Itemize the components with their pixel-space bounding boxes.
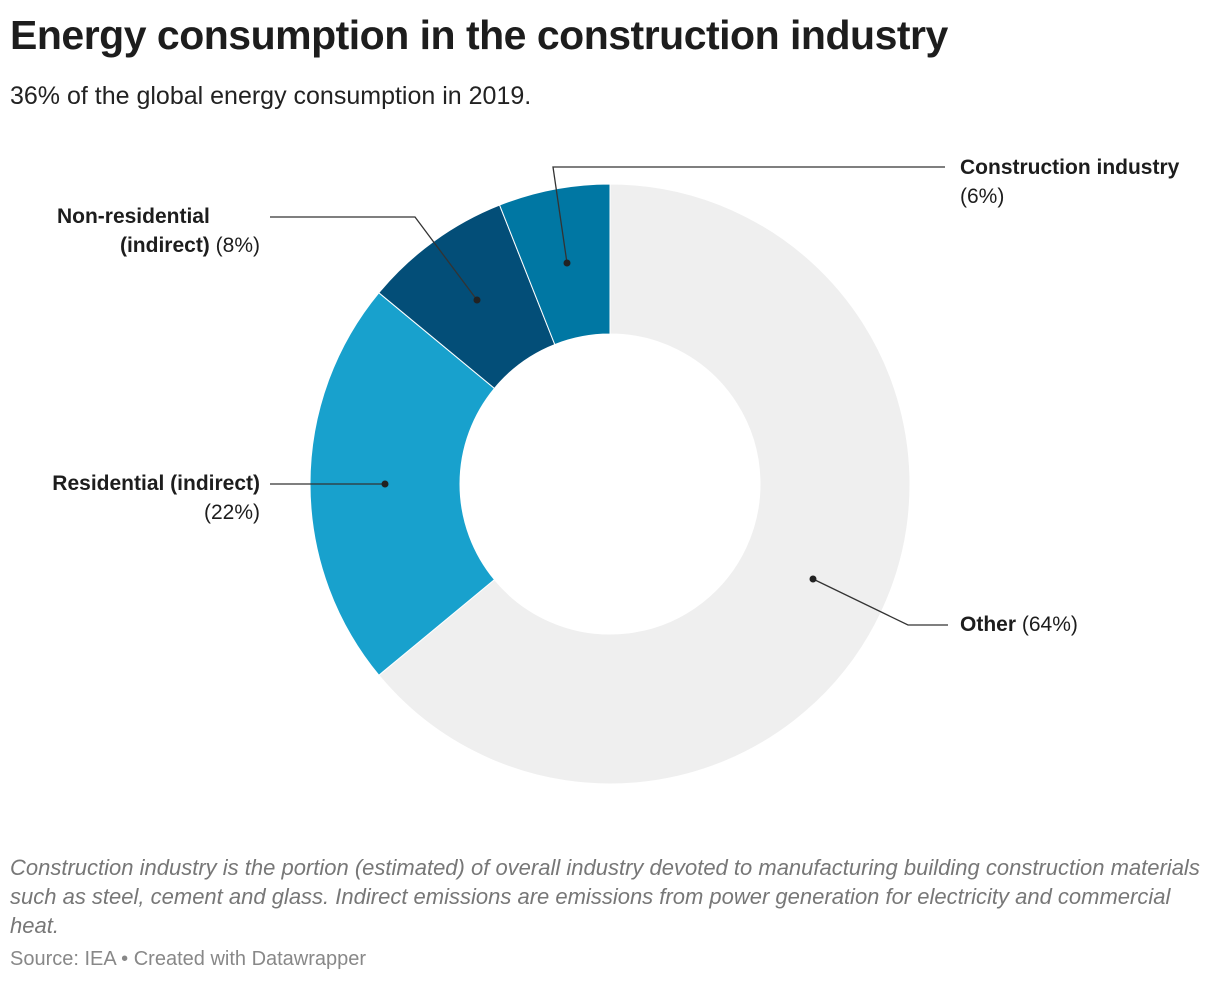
label-construction: Construction industry (6%): [960, 153, 1179, 211]
label-name: Other: [960, 613, 1017, 636]
leader-dot-construction: [563, 259, 571, 267]
label-other: Other (64%): [960, 610, 1078, 639]
label-residential: Residential (indirect) (22%): [52, 469, 260, 527]
slice-residential-indirect: [309, 292, 496, 676]
label-non-residential: Non-residential (indirect) (8%): [30, 202, 260, 260]
leader-line-other: [812, 578, 948, 626]
label-name: Residential (indirect): [52, 472, 260, 495]
leader-dot-non-residential: [473, 296, 481, 304]
chart-notes: Construction industry is the portion (es…: [10, 855, 1200, 938]
label-value: (64%): [1021, 613, 1078, 636]
label-name: Non-residential (indirect): [56, 205, 210, 257]
label-value: (6%): [960, 185, 1005, 208]
leader-line-construction: [552, 166, 945, 264]
chart-title: Energy consumption in the construction i…: [10, 12, 948, 58]
label-value: (22%): [203, 501, 260, 524]
leader-dot-residential: [381, 480, 389, 488]
label-value: (8%): [215, 234, 260, 257]
slice-construction-industry: [498, 183, 611, 346]
leader-line-non-residential: [270, 216, 478, 301]
label-name: Construction industry: [960, 156, 1180, 179]
chart-source: Source: IEA • Created with Datawrapper: [10, 948, 367, 970]
leader-dot-other: [809, 575, 817, 583]
slice-other: [378, 183, 911, 785]
chart-subtitle: 36% of the global energy consumption in …: [10, 82, 532, 110]
